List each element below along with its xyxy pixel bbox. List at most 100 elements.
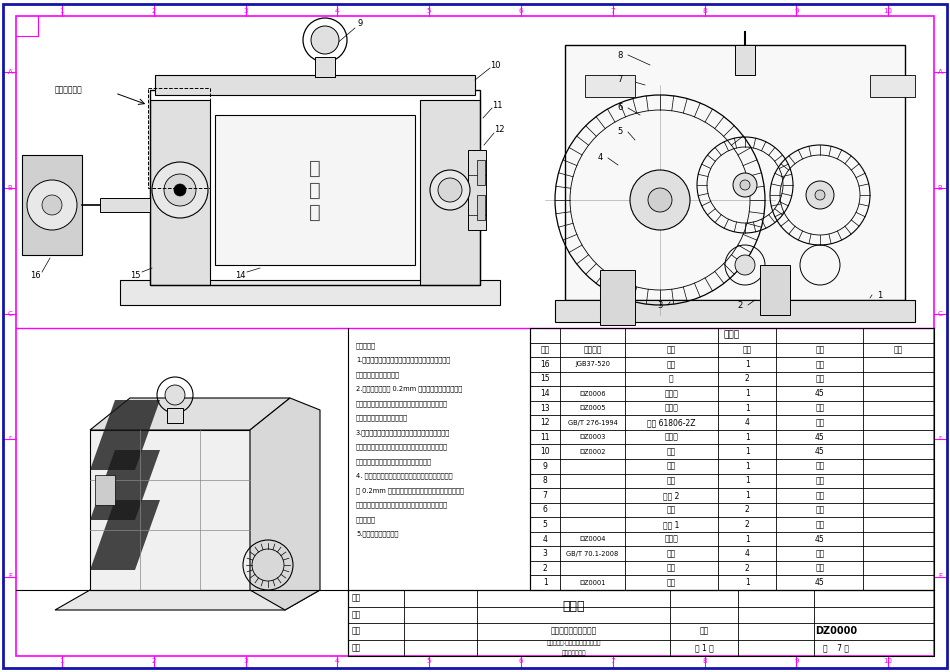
Text: 明细栏: 明细栏 xyxy=(724,331,740,340)
Text: F: F xyxy=(938,573,942,579)
Text: 常规: 常规 xyxy=(815,549,825,558)
Text: 底板: 底板 xyxy=(667,578,676,587)
Text: 2: 2 xyxy=(745,374,750,384)
Text: 编号: 编号 xyxy=(352,594,361,603)
Bar xyxy=(760,265,790,315)
Text: 负钉: 负钉 xyxy=(667,549,676,558)
Text: 常规: 常规 xyxy=(815,418,825,427)
Bar xyxy=(148,88,210,188)
Text: 吸环: 吸环 xyxy=(667,462,676,471)
Text: 1: 1 xyxy=(745,389,750,398)
Text: 校技能大赛·数控多轴加工技术赛题: 校技能大赛·数控多轴加工技术赛题 xyxy=(546,640,600,646)
Text: 1: 1 xyxy=(745,360,750,369)
Text: 4: 4 xyxy=(335,8,339,14)
Text: r: r xyxy=(9,435,11,442)
Text: 16: 16 xyxy=(29,271,40,280)
Bar xyxy=(120,280,500,305)
Text: 4: 4 xyxy=(598,153,602,163)
Circle shape xyxy=(165,385,185,405)
Text: 设制: 设制 xyxy=(352,627,361,636)
Text: 11: 11 xyxy=(492,101,503,110)
Text: 常规: 常规 xyxy=(815,505,825,515)
Text: 3: 3 xyxy=(657,300,663,310)
Text: 零件代号: 零件代号 xyxy=(583,345,602,354)
Bar xyxy=(600,270,635,325)
Text: 14: 14 xyxy=(541,389,550,398)
Polygon shape xyxy=(55,590,320,610)
Polygon shape xyxy=(90,400,160,470)
Text: F: F xyxy=(8,573,12,579)
Bar xyxy=(530,328,934,590)
Text: 键: 键 xyxy=(669,374,674,384)
Text: GB/T 70.1-2008: GB/T 70.1-2008 xyxy=(566,550,618,556)
Text: 常规: 常规 xyxy=(815,564,825,573)
Text: 左立板: 左立板 xyxy=(664,534,678,544)
Text: 工技术应用赛题: 工技术应用赛题 xyxy=(561,650,586,656)
Circle shape xyxy=(42,195,62,215)
Circle shape xyxy=(648,188,672,212)
Bar xyxy=(477,195,485,220)
Text: 5: 5 xyxy=(427,658,431,664)
Circle shape xyxy=(733,173,757,197)
Text: 1: 1 xyxy=(745,534,750,544)
Bar xyxy=(315,57,335,77)
Text: 10: 10 xyxy=(884,658,893,664)
Text: GB/T 276-1994: GB/T 276-1994 xyxy=(568,419,618,425)
Text: 1: 1 xyxy=(745,491,750,500)
Text: 45: 45 xyxy=(815,433,825,442)
Bar xyxy=(22,155,82,255)
Text: DZ0000: DZ0000 xyxy=(815,626,857,636)
Text: 2: 2 xyxy=(151,658,156,664)
Text: r: r xyxy=(939,435,941,442)
Text: B: B xyxy=(938,185,942,190)
Polygon shape xyxy=(90,500,160,570)
Text: 1: 1 xyxy=(60,8,65,14)
Circle shape xyxy=(438,178,462,202)
Text: DZ0003: DZ0003 xyxy=(580,434,606,440)
Text: A: A xyxy=(8,69,12,75)
Text: 8: 8 xyxy=(618,50,622,60)
Bar xyxy=(555,300,915,322)
Text: 7: 7 xyxy=(611,658,615,664)
Text: 序号: 序号 xyxy=(541,345,550,354)
Text: 1: 1 xyxy=(745,448,750,456)
Polygon shape xyxy=(90,398,290,430)
Text: 4: 4 xyxy=(745,549,750,558)
Text: 装配图: 装配图 xyxy=(562,600,585,613)
Text: 2: 2 xyxy=(745,520,750,529)
Bar xyxy=(348,590,934,656)
Circle shape xyxy=(735,255,755,275)
Bar xyxy=(477,160,485,185)
Text: 卡簷 1: 卡簷 1 xyxy=(663,520,679,529)
Text: 15: 15 xyxy=(541,374,550,384)
Bar xyxy=(870,75,915,97)
Polygon shape xyxy=(90,430,250,590)
Text: 8: 8 xyxy=(702,658,707,664)
Text: 第十六届山东省职业院: 第十六届山东省职业院 xyxy=(550,627,597,636)
Text: 5.装配过程注意安全。: 5.装配过程注意安全。 xyxy=(356,530,398,537)
Bar xyxy=(585,75,635,97)
Text: 卡簷 2: 卡簷 2 xyxy=(663,491,679,500)
Text: 6: 6 xyxy=(618,103,622,112)
Text: 45: 45 xyxy=(815,448,825,456)
Text: 7: 7 xyxy=(542,491,547,500)
Bar xyxy=(215,115,415,265)
Text: 1: 1 xyxy=(745,476,750,485)
Text: 45: 45 xyxy=(815,578,825,587)
Text: 4: 4 xyxy=(542,534,547,544)
Text: 3: 3 xyxy=(542,549,547,558)
Text: 液压成型并切割，要求从压印正方向观察，图案形状: 液压成型并切割，要求从压印正方向观察，图案形状 xyxy=(356,400,448,407)
Text: 常规: 常规 xyxy=(815,360,825,369)
Text: 1: 1 xyxy=(542,578,547,587)
Text: 9: 9 xyxy=(794,8,799,14)
Text: 6: 6 xyxy=(519,658,523,664)
Circle shape xyxy=(164,174,196,206)
Text: 2: 2 xyxy=(737,300,743,310)
Text: C: C xyxy=(8,311,12,317)
Text: 1.按自行设计的装配工艺将图纸零件及标准件装配完: 1.按自行设计的装配工艺将图纸零件及标准件装配完 xyxy=(356,357,450,363)
Text: 45: 45 xyxy=(815,389,825,398)
Text: 1: 1 xyxy=(878,290,883,300)
Text: 材料: 材料 xyxy=(815,345,825,354)
Text: 3: 3 xyxy=(243,8,248,14)
Polygon shape xyxy=(90,450,160,520)
